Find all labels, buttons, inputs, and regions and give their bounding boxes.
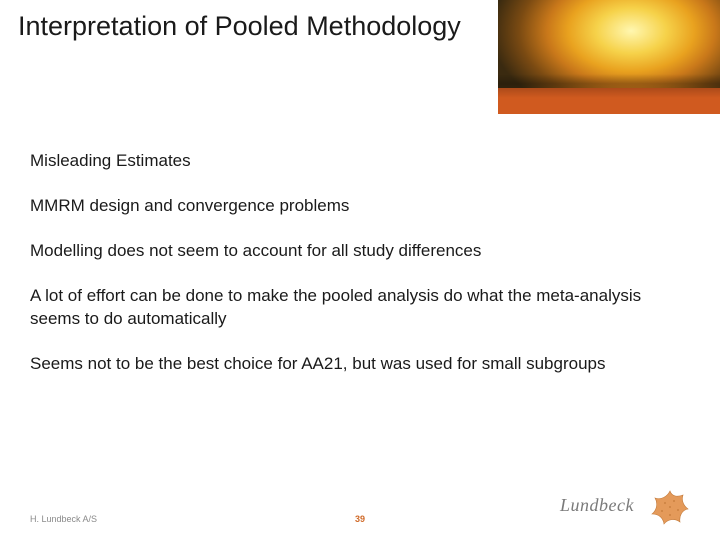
bullet-item: Modelling does not seem to account for a… <box>30 240 690 263</box>
bullet-item: A lot of effort can be done to make the … <box>30 285 690 331</box>
footer: H. Lundbeck A/S 39 Lundbeck <box>30 494 690 524</box>
company-logo: Lundbeck <box>560 486 690 528</box>
logo-text: Lundbeck <box>560 495 634 516</box>
starfish-icon <box>650 488 690 528</box>
bullet-item: Misleading Estimates <box>30 150 690 173</box>
title-area: Interpretation of Pooled Methodology <box>0 0 498 114</box>
header-photo <box>498 0 720 114</box>
bullet-item: Seems not to be the best choice for AA21… <box>30 353 690 376</box>
content-area: Misleading Estimates MMRM design and con… <box>30 150 690 398</box>
water-drop-photo <box>498 0 720 88</box>
footer-company: H. Lundbeck A/S <box>30 514 97 524</box>
footer-page-number: 39 <box>355 514 365 524</box>
slide: Interpretation of Pooled Methodology Mis… <box>0 0 720 540</box>
slide-title: Interpretation of Pooled Methodology <box>18 10 498 44</box>
bullet-item: MMRM design and convergence problems <box>30 195 690 218</box>
header: Interpretation of Pooled Methodology <box>0 0 720 114</box>
